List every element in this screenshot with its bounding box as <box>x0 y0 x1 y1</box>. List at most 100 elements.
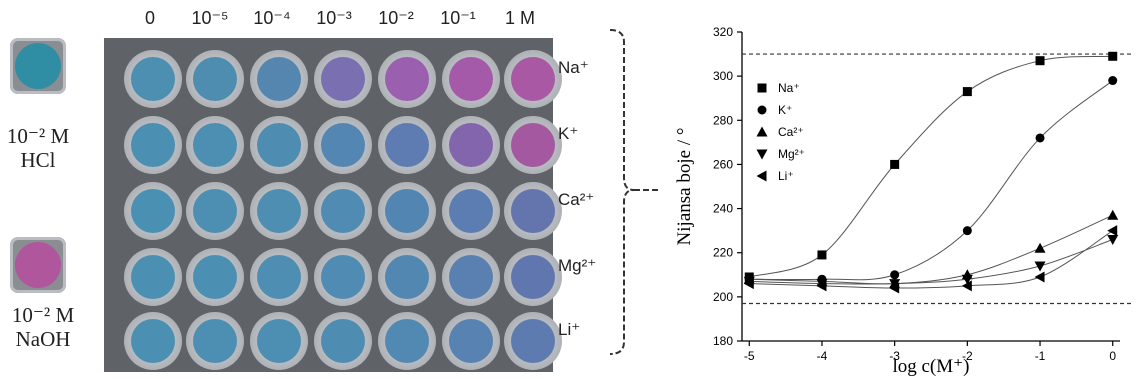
well <box>186 116 244 174</box>
well <box>378 116 436 174</box>
series-curve <box>749 214 1113 285</box>
well <box>442 182 500 240</box>
well-solution <box>193 57 237 101</box>
data-point <box>1108 51 1118 61</box>
row-header: Na⁺ <box>558 58 589 77</box>
data-point <box>1035 56 1045 66</box>
x-tick-label: -3 <box>889 349 900 363</box>
series-curve <box>749 230 1113 289</box>
y-tick-label: 220 <box>713 246 733 260</box>
well <box>186 50 244 108</box>
well <box>442 312 500 370</box>
legend-marker <box>756 149 768 160</box>
y-tick-label: 320 <box>713 25 733 39</box>
well-solution <box>193 255 237 299</box>
data-point <box>1034 242 1046 253</box>
well-solution <box>449 189 493 233</box>
naoh-reference-color <box>15 242 61 288</box>
well-solution <box>385 319 429 363</box>
well <box>378 50 436 108</box>
y-tick-label: 260 <box>713 157 733 171</box>
legend-label: Na⁺ <box>778 81 800 95</box>
legend-marker <box>757 105 767 115</box>
data-point <box>889 279 901 290</box>
well-solution <box>511 123 555 167</box>
naoh-label: 10⁻² M NaOH <box>0 303 86 351</box>
data-point <box>961 274 973 285</box>
row-header: K⁺ <box>558 124 579 143</box>
series-curve <box>749 80 1114 281</box>
x-axis-label: log c(M⁺) <box>892 356 969 377</box>
data-point <box>817 250 827 260</box>
well-solution <box>193 123 237 167</box>
well <box>124 182 182 240</box>
well <box>504 182 562 240</box>
well-solution <box>257 255 301 299</box>
well <box>250 312 308 370</box>
well-solution <box>193 319 237 363</box>
hcl-name: HCl <box>20 148 56 172</box>
well <box>378 248 436 306</box>
well <box>314 312 372 370</box>
bracket <box>610 29 658 355</box>
y-tick-label: 180 <box>713 334 733 348</box>
well-solution <box>385 255 429 299</box>
well-solution <box>131 255 175 299</box>
well-solution <box>257 123 301 167</box>
well <box>250 248 308 306</box>
well <box>250 50 308 108</box>
data-point <box>890 159 900 169</box>
well-solution <box>131 189 175 233</box>
legend-marker <box>756 126 768 137</box>
y-tick-label: 200 <box>713 290 733 304</box>
well <box>504 312 562 370</box>
well-solution <box>449 255 493 299</box>
legend-label: Ca²⁺ <box>778 125 804 139</box>
well-solution <box>321 255 365 299</box>
well <box>250 116 308 174</box>
x-tick-label: -1 <box>1035 349 1046 363</box>
hcl-reference-color <box>15 43 61 89</box>
y-axis-label: Nijansa boje / ° <box>674 128 695 246</box>
well-solution <box>511 57 555 101</box>
hcl-reference-swatch <box>10 38 66 94</box>
well <box>442 248 500 306</box>
well <box>124 50 182 108</box>
naoh-name: NaOH <box>15 327 71 351</box>
column-header: 10⁻³ <box>316 8 352 28</box>
data-point <box>1107 225 1118 237</box>
row-header: Mg²⁺ <box>558 256 597 275</box>
series-curve <box>749 239 1113 285</box>
legend-marker <box>756 170 767 182</box>
x-tick-label: -2 <box>962 349 973 363</box>
well-solution <box>449 123 493 167</box>
legend-label: Mg²⁺ <box>778 147 805 161</box>
well <box>442 50 500 108</box>
hue-chart: 180 200 220 240 260 280 300 320 -5 -4 -3 -2 -1 0 log c… <box>674 25 1132 377</box>
well <box>124 116 182 174</box>
well-solution <box>511 319 555 363</box>
data-point <box>816 280 827 292</box>
well-solution <box>385 189 429 233</box>
well <box>314 116 372 174</box>
data-point <box>1035 133 1045 143</box>
well <box>124 312 182 370</box>
well-solution <box>257 189 301 233</box>
data-point <box>961 280 972 292</box>
well-solution <box>321 57 365 101</box>
well-solution <box>511 189 555 233</box>
well <box>314 50 372 108</box>
well-solution <box>321 189 365 233</box>
well-solution <box>385 57 429 101</box>
hcl-concentration: 10⁻² M <box>6 124 70 148</box>
x-tick-label: -5 <box>744 349 755 363</box>
naoh-reference-swatch <box>10 237 66 293</box>
data-point <box>1108 76 1118 86</box>
legend-marker <box>757 83 767 93</box>
well-solution <box>257 57 301 101</box>
data-point <box>1034 261 1046 272</box>
well-solution <box>449 319 493 363</box>
data-point <box>743 278 754 290</box>
well-solution <box>321 319 365 363</box>
well <box>504 248 562 306</box>
